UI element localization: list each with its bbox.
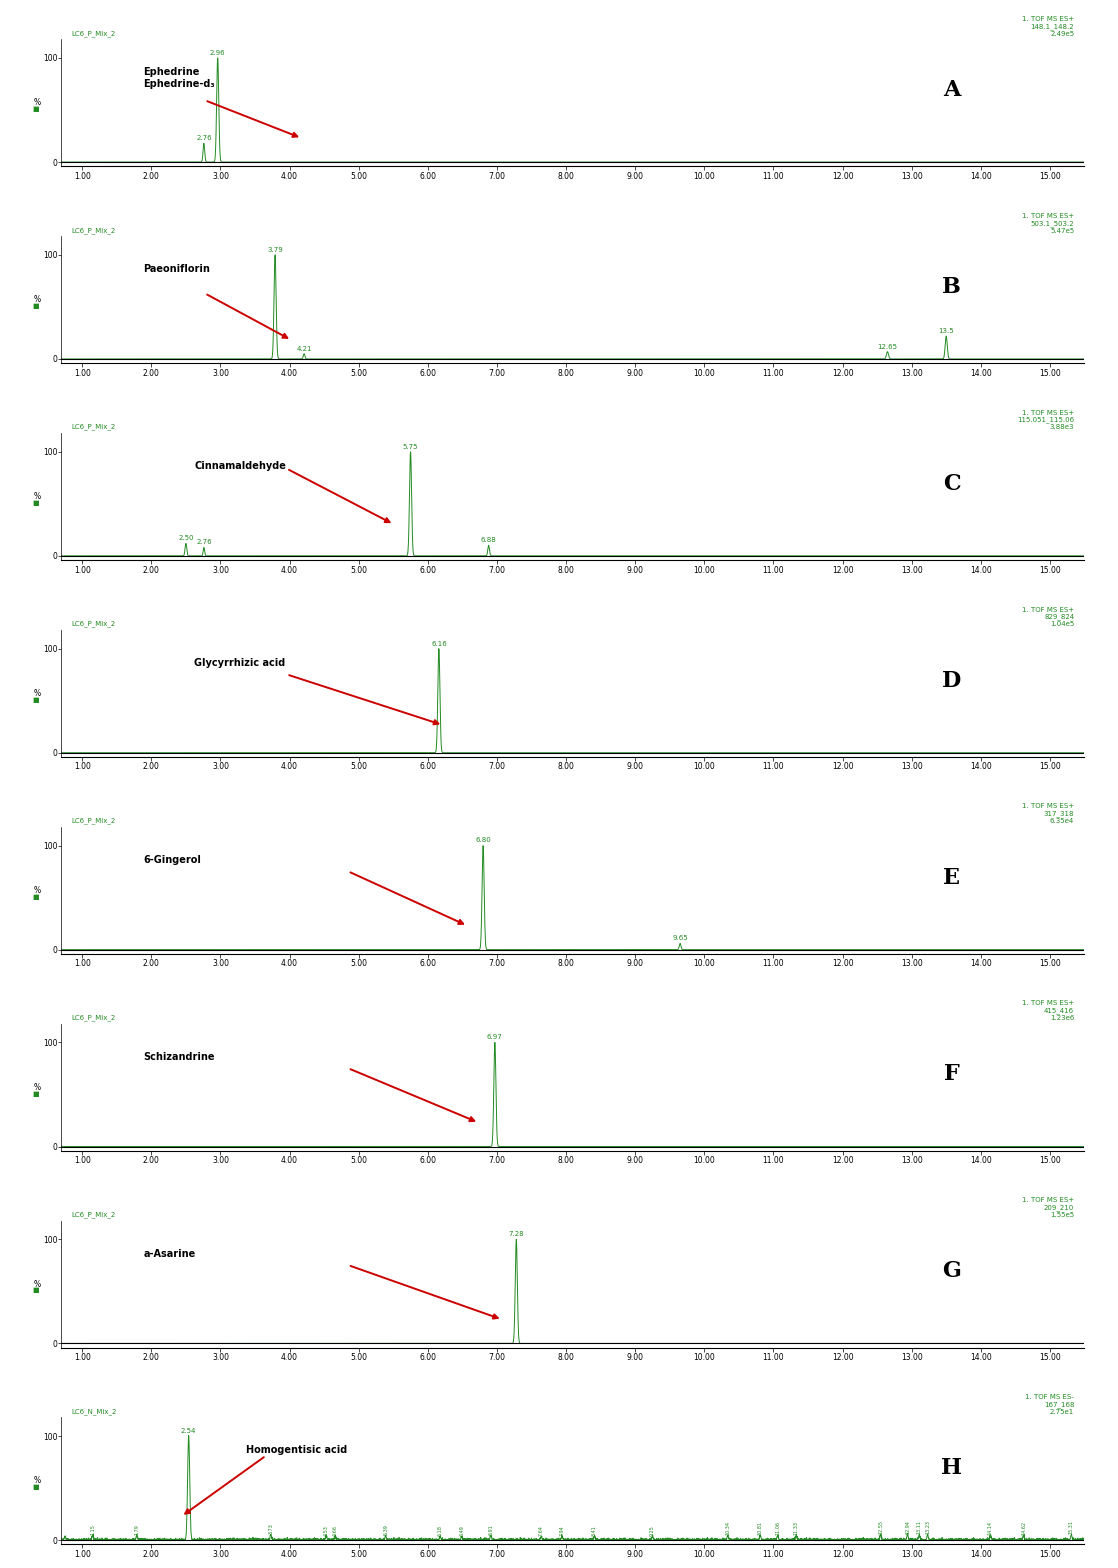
Text: LC6_N_Mix_2: LC6_N_Mix_2 <box>72 1408 117 1414</box>
Text: 7.94: 7.94 <box>559 1524 565 1535</box>
Y-axis label: %: % <box>34 99 41 107</box>
Text: LC6_P_Mix_2: LC6_P_Mix_2 <box>72 1014 116 1021</box>
Text: 1. TOF MS ES+
115.051_115.06
3.88e3: 1. TOF MS ES+ 115.051_115.06 3.88e3 <box>1017 409 1074 431</box>
Text: 1.79: 1.79 <box>134 1524 140 1535</box>
Text: 8.41: 8.41 <box>591 1524 597 1535</box>
Text: 4.66: 4.66 <box>333 1524 338 1535</box>
Y-axis label: %: % <box>34 688 41 698</box>
Text: ■: ■ <box>32 1090 39 1096</box>
Text: ■: ■ <box>32 107 39 111</box>
Text: 13.23: 13.23 <box>925 1519 930 1534</box>
Text: 6.18: 6.18 <box>438 1524 443 1535</box>
Text: H: H <box>941 1457 961 1479</box>
Text: 1. TOF MS ES+
415_416
1.23e6: 1. TOF MS ES+ 415_416 1.23e6 <box>1022 1000 1074 1021</box>
Y-axis label: %: % <box>34 886 41 895</box>
Text: 2.76: 2.76 <box>196 135 211 141</box>
Text: F: F <box>944 1063 959 1085</box>
Text: 12.65: 12.65 <box>878 343 898 350</box>
Text: ■: ■ <box>32 1485 39 1490</box>
Text: 10.34: 10.34 <box>726 1521 730 1535</box>
Text: ■: ■ <box>32 894 39 900</box>
Text: LC6_P_Mix_2: LC6_P_Mix_2 <box>72 30 116 36</box>
Text: 5.75: 5.75 <box>402 444 418 450</box>
Text: 9.25: 9.25 <box>650 1524 655 1535</box>
Text: 11.33: 11.33 <box>794 1521 798 1535</box>
Y-axis label: %: % <box>34 1279 41 1289</box>
Text: 14.62: 14.62 <box>1021 1521 1026 1535</box>
Text: 13.5: 13.5 <box>938 328 954 334</box>
Text: 6.88: 6.88 <box>481 538 496 544</box>
Text: 1. TOF MS ES+
503.1_503.2
5.47e5: 1. TOF MS ES+ 503.1_503.2 5.47e5 <box>1022 213 1074 234</box>
Text: 1.15: 1.15 <box>91 1524 95 1535</box>
Text: 6.97: 6.97 <box>487 1035 503 1040</box>
Text: 1. TOF MS ES+
209_210
1.55e5: 1. TOF MS ES+ 209_210 1.55e5 <box>1022 1198 1074 1218</box>
Text: a-Asarine: a-Asarine <box>143 1248 196 1259</box>
Text: C: C <box>942 474 960 495</box>
Text: ■: ■ <box>32 303 39 309</box>
Text: ■: ■ <box>32 1287 39 1294</box>
Text: 12.55: 12.55 <box>878 1519 883 1534</box>
Text: Ephedrine
Ephedrine-d₃: Ephedrine Ephedrine-d₃ <box>143 67 215 89</box>
Text: 6.91: 6.91 <box>489 1524 493 1535</box>
Text: 2.54: 2.54 <box>181 1428 197 1435</box>
Text: 1. TOF MS ES+
829_824
1.04e5: 1. TOF MS ES+ 829_824 1.04e5 <box>1022 607 1074 627</box>
Text: 3.73: 3.73 <box>268 1523 274 1534</box>
Text: LC6_P_Mix_2: LC6_P_Mix_2 <box>72 227 116 234</box>
Text: 12.94: 12.94 <box>904 1519 910 1534</box>
Text: 6-Gingerol: 6-Gingerol <box>143 855 201 864</box>
Text: 11.06: 11.06 <box>775 1521 780 1535</box>
Text: ■: ■ <box>32 500 39 506</box>
Text: 2.76: 2.76 <box>196 539 211 546</box>
Text: 1. TOF MS ES+
148.1_148.2
2.49e5: 1. TOF MS ES+ 148.1_148.2 2.49e5 <box>1022 16 1074 36</box>
Y-axis label: %: % <box>34 492 41 502</box>
Text: 3.79: 3.79 <box>267 246 283 252</box>
Text: Paeoniflorin: Paeoniflorin <box>143 263 210 274</box>
Text: 1. TOF MS ES-
167_168
2.75e1: 1. TOF MS ES- 167_168 2.75e1 <box>1025 1394 1074 1414</box>
Text: B: B <box>942 276 960 298</box>
Y-axis label: %: % <box>34 295 41 304</box>
Text: 1. TOF MS ES+
317_318
6.35e4: 1. TOF MS ES+ 317_318 6.35e4 <box>1022 803 1074 825</box>
Text: Cinnamaldehyde: Cinnamaldehyde <box>195 461 286 470</box>
Text: 6.49: 6.49 <box>459 1524 464 1535</box>
Text: 7.64: 7.64 <box>539 1524 543 1535</box>
Text: LC6_P_Mix_2: LC6_P_Mix_2 <box>72 621 116 627</box>
Text: Homogentisic acid: Homogentisic acid <box>246 1446 347 1455</box>
Text: G: G <box>942 1261 960 1283</box>
Text: 4.53: 4.53 <box>324 1524 329 1535</box>
Text: LC6_P_Mix_2: LC6_P_Mix_2 <box>72 817 116 825</box>
Text: 5.39: 5.39 <box>383 1524 388 1535</box>
Y-axis label: %: % <box>34 1082 41 1091</box>
Text: 10.81: 10.81 <box>758 1521 762 1535</box>
Text: 9.65: 9.65 <box>672 935 688 941</box>
Text: Glycyrrhizic acid: Glycyrrhizic acid <box>195 659 286 668</box>
Text: 7.28: 7.28 <box>509 1231 524 1237</box>
Text: 15.31: 15.31 <box>1069 1519 1073 1534</box>
Text: E: E <box>942 867 960 889</box>
Text: ■: ■ <box>32 696 39 702</box>
Text: Schizandrine: Schizandrine <box>143 1052 215 1062</box>
Text: A: A <box>942 78 960 100</box>
Text: 2.96: 2.96 <box>210 50 226 56</box>
Text: 6.16: 6.16 <box>432 641 447 646</box>
Y-axis label: %: % <box>34 1477 41 1485</box>
Text: D: D <box>941 670 961 691</box>
Text: 6.80: 6.80 <box>475 837 491 844</box>
Text: 13.11: 13.11 <box>917 1519 921 1534</box>
Text: LC6_P_Mix_2: LC6_P_Mix_2 <box>72 1210 116 1218</box>
Text: 14.14: 14.14 <box>988 1521 993 1535</box>
Text: LC6_P_Mix_2: LC6_P_Mix_2 <box>72 423 116 431</box>
Text: 4.21: 4.21 <box>296 345 312 351</box>
Text: 2.50: 2.50 <box>178 535 193 541</box>
